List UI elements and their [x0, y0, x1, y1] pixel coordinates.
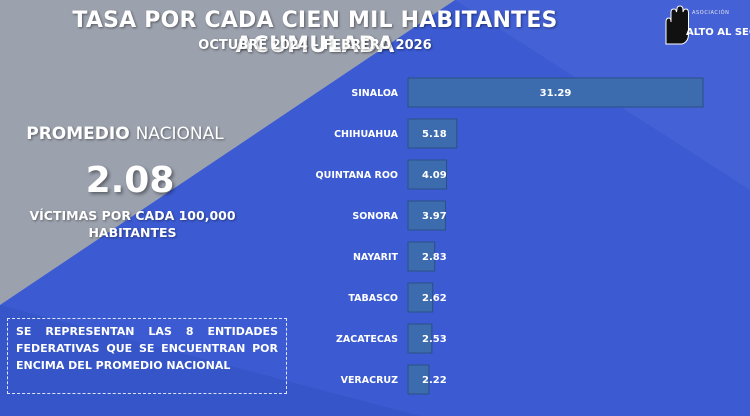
bar	[407, 77, 704, 108]
category-label: ZACATECAS	[336, 334, 398, 345]
logo-small-text: ASOCIACIÓN	[692, 10, 730, 16]
promedio-label-rest: NACIONAL	[135, 124, 224, 144]
alto-al-secuestro-logo: ASOCIACIÓN ALTO AL SECUESTRO	[660, 4, 750, 46]
note-text: SE REPRESENTAN LAS 8 ENTIDADES FEDERATIV…	[16, 325, 278, 372]
note-box: SE REPRESENTAN LAS 8 ENTIDADES FEDERATIV…	[7, 318, 287, 394]
value-label: 2.62	[422, 293, 447, 304]
chart-subtitle: OCTUBRE 2024 – FEBRERO 2026	[198, 38, 432, 53]
promedio-nacional-label: PROMEDIO NACIONAL	[0, 124, 250, 144]
bar	[407, 241, 436, 272]
bar-group: SINALOA 31.29	[351, 77, 704, 108]
promedio-description: VÍCTIMAS POR CADA 100,000 HABITANTES	[20, 207, 245, 241]
category-label: SINALOA	[351, 88, 398, 99]
bar	[407, 282, 434, 313]
category-label: CHIHUAHUA	[334, 129, 399, 140]
promedio-description-line2: HABITANTES	[88, 225, 177, 240]
category-label: TABASCO	[348, 293, 398, 304]
promedio-label-bold: PROMEDIO	[26, 124, 130, 144]
hand-icon	[665, 5, 689, 45]
gray-panel	[0, 0, 455, 305]
bar-group: TABASCO 2.62	[348, 282, 447, 313]
promedio-nacional-value: 2.08	[85, 160, 175, 201]
category-label: QUINTANA ROO	[316, 170, 398, 181]
category-label: SONORA	[352, 211, 398, 222]
value-label: 2.53	[422, 334, 447, 345]
value-label: 2.83	[422, 252, 447, 263]
bar	[407, 364, 430, 395]
category-label: VERACRUZ	[341, 375, 399, 386]
value-label: 4.09	[422, 170, 447, 181]
logo-main-text: ALTO AL SECUESTRO	[686, 27, 750, 38]
bar-group: ZACATECAS 2.53	[336, 323, 447, 354]
bar	[407, 118, 458, 149]
value-label: 2.22	[422, 375, 447, 386]
chart-title: TASA POR CADA CIEN MIL HABITANTES ACUMUL…	[72, 8, 558, 58]
logo-word-secuestro: AL SECUESTRO	[717, 27, 750, 38]
logo-word-alto: ALTO	[686, 27, 714, 38]
bar-chart: SINALOA 31.29 CHIHUAHUA 5.18 QUINTANA ROO 4.0…	[300, 70, 740, 400]
value-label: 5.18	[422, 129, 447, 140]
value-label: 3.97	[422, 211, 447, 222]
bar-chart-svg: SINALOA 31.29 CHIHUAHUA 5.18 QUINTANA ROO 4.0…	[316, 77, 704, 395]
bar	[407, 200, 446, 231]
bar-group: SONORA 3.97	[352, 200, 447, 231]
bar	[407, 159, 448, 190]
category-label: NAYARIT	[353, 252, 399, 263]
bar-group: NAYARIT 2.83	[353, 241, 447, 272]
bar-group: CHIHUAHUA 5.18	[334, 118, 458, 149]
bar-group: VERACRUZ 2.22	[341, 364, 447, 395]
value-label: 31.29	[540, 88, 572, 99]
bar	[407, 323, 433, 354]
bar-group: QUINTANA ROO 4.09	[316, 159, 448, 190]
promedio-description-line1: VÍCTIMAS POR CADA 100,000	[29, 208, 236, 223]
